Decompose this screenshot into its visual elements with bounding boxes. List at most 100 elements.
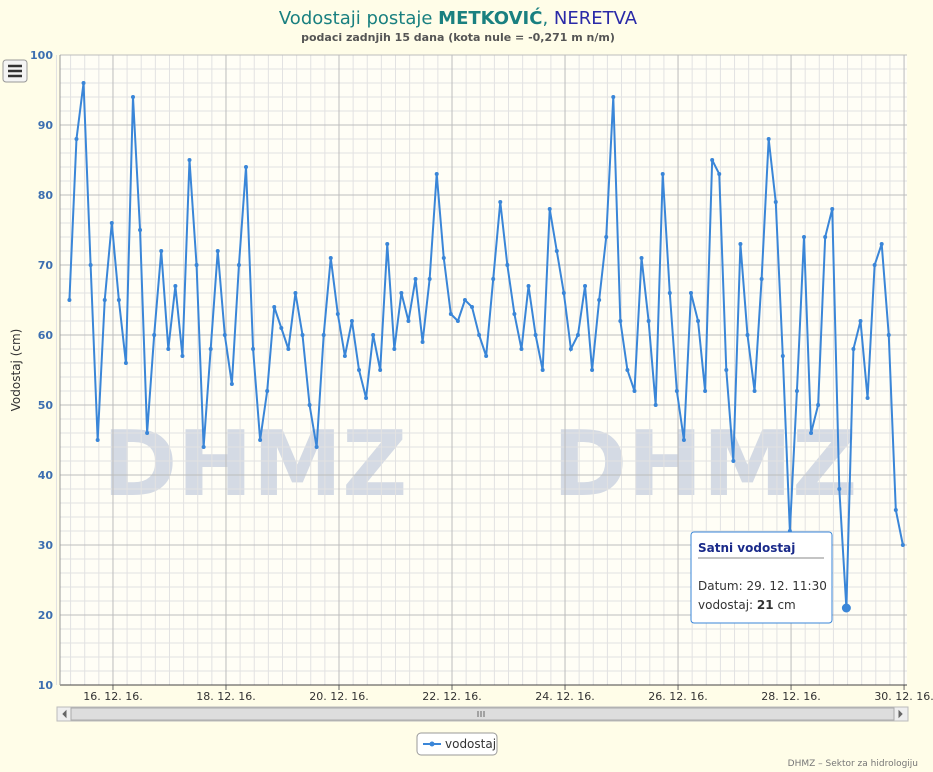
data-point	[717, 172, 722, 176]
data-point	[173, 284, 178, 288]
data-point	[152, 333, 157, 337]
data-point	[766, 137, 771, 141]
data-point	[710, 158, 715, 162]
menu-icon[interactable]	[8, 64, 22, 78]
data-point	[660, 172, 665, 176]
data-point	[187, 158, 192, 162]
data-point	[759, 277, 764, 281]
data-point	[639, 256, 644, 260]
data-point	[265, 389, 270, 393]
y-axis-label: Vodostaj (cm)	[9, 329, 23, 412]
data-point	[597, 298, 602, 302]
data-point	[448, 312, 453, 316]
title-part: NERETVA	[554, 8, 638, 29]
data-point	[229, 382, 234, 386]
data-point	[491, 277, 496, 281]
chart-title: Vodostaji postaje METKOVIĆ, NERETVA	[279, 7, 638, 29]
y-tick-label: 80	[38, 189, 54, 202]
data-point	[554, 249, 559, 253]
data-point	[879, 242, 884, 246]
data-point	[279, 326, 284, 330]
data-point	[321, 333, 326, 337]
data-point	[427, 277, 432, 281]
y-tick-label: 60	[38, 329, 54, 342]
watermark: DHMZ	[103, 412, 408, 517]
y-tick-label: 50	[38, 399, 54, 412]
tooltip-date: Datum: 29. 12. 11:30	[698, 579, 827, 593]
scrollbar[interactable]	[56, 706, 909, 722]
data-point	[462, 298, 467, 302]
data-point	[568, 347, 573, 351]
data-point	[194, 263, 199, 267]
x-tick-label: 16. 12. 16.	[83, 690, 142, 703]
data-point	[102, 298, 107, 302]
data-point	[243, 165, 248, 169]
data-point	[773, 200, 778, 204]
data-point	[745, 333, 750, 337]
data-point	[109, 221, 114, 225]
legend-label[interactable]: vodostaj	[445, 737, 496, 751]
data-point	[441, 256, 446, 260]
data-point	[328, 256, 333, 260]
data-point	[703, 389, 708, 393]
data-point	[738, 242, 743, 246]
data-point	[180, 354, 185, 358]
legend-box[interactable]	[416, 732, 498, 756]
data-point	[540, 368, 545, 372]
data-point	[900, 543, 905, 547]
data-point	[872, 263, 877, 267]
watermark: DHMZ	[553, 412, 858, 517]
data-point	[470, 305, 475, 309]
title-part: Vodostaji postaje	[279, 8, 438, 29]
data-point	[696, 319, 701, 323]
menu-button[interactable]	[2, 59, 28, 83]
data-point	[858, 319, 863, 323]
scrollbar-arrows	[62, 709, 903, 719]
tooltip-title: Satni vodostaj	[698, 541, 795, 555]
data-point	[681, 438, 686, 442]
data-point	[364, 396, 369, 400]
data-point	[575, 333, 580, 337]
tooltip-date-value: 29. 12. 11:30	[746, 579, 826, 593]
y-tick-label: 90	[38, 119, 54, 132]
data-point	[116, 298, 121, 302]
data-point	[533, 333, 538, 337]
data-point	[886, 333, 891, 337]
data-point	[371, 333, 376, 337]
data-point	[505, 263, 510, 267]
legend[interactable]: vodostaj	[416, 732, 498, 756]
data-point	[724, 368, 729, 372]
tooltip-value-number: 21	[757, 598, 774, 612]
data-point	[674, 389, 679, 393]
data-point	[251, 347, 256, 351]
x-tick-label: 26. 12. 16.	[648, 690, 707, 703]
data-point	[434, 172, 439, 176]
data-point	[215, 249, 220, 253]
x-tick-label: 18. 12. 16.	[196, 690, 255, 703]
data-point	[484, 354, 489, 358]
data-point	[201, 445, 206, 449]
data-point	[349, 319, 354, 323]
data-point	[498, 200, 503, 204]
data-point	[392, 347, 397, 351]
data-point	[801, 235, 806, 239]
data-point	[780, 354, 785, 358]
data-point	[123, 361, 128, 365]
data-point	[81, 81, 86, 85]
data-point	[526, 284, 531, 288]
scrollbar-thumb[interactable]	[70, 707, 895, 721]
data-point	[632, 389, 637, 393]
tooltip-value-unit: cm	[777, 598, 795, 612]
data-point	[159, 249, 164, 253]
y-tick-label: 20	[38, 609, 54, 622]
y-tick-label: 100	[30, 49, 53, 62]
legend-marker	[429, 741, 435, 747]
data-point	[74, 137, 79, 141]
credits: DHMZ – Sektor za hidrologiju	[788, 759, 918, 769]
data-point	[688, 291, 693, 295]
data-point	[893, 508, 898, 512]
data-point	[618, 319, 623, 323]
data-point	[314, 445, 319, 449]
data-point	[830, 207, 835, 211]
